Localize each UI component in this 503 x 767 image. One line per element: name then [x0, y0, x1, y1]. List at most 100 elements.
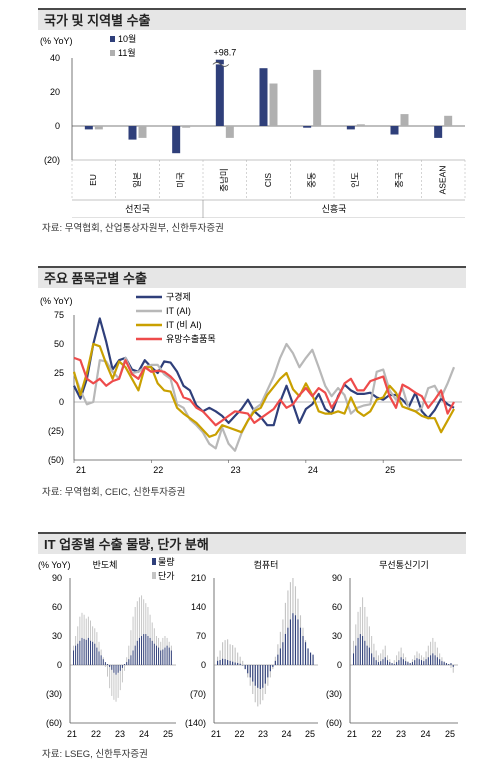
bar-물량 [448, 664, 450, 665]
legend-label: 물량 [158, 556, 175, 567]
y-tick-label: 0 [57, 660, 62, 670]
bar-물량 [407, 662, 409, 665]
bar-물량 [411, 662, 413, 665]
bar-물량 [421, 660, 423, 665]
y-tick-label: 30 [52, 631, 62, 641]
bar-11월 [182, 126, 191, 128]
category-label: 중동 [306, 172, 316, 188]
group-label: 선진국 [125, 204, 150, 214]
y-axis-label: (% YoY) [38, 560, 71, 570]
bar-물량 [418, 659, 420, 665]
bar-물량 [79, 640, 81, 665]
y-tick-label: 0 [201, 660, 206, 670]
bar-물량 [353, 653, 355, 665]
bar-10월 [434, 126, 443, 138]
subchart-title: 컴퓨터 [254, 559, 279, 570]
bar-물량 [368, 647, 370, 665]
x-tick-label: 23 [115, 729, 125, 739]
bar-단가 [219, 650, 221, 665]
bar-단가 [353, 640, 355, 665]
y-tick-label: (30) [326, 689, 342, 699]
legend-label: 11월 [118, 47, 136, 58]
bar-단가 [109, 665, 111, 689]
y-axis-label: (% YoY) [40, 296, 73, 306]
bar-물량 [396, 662, 398, 665]
bar-물량 [121, 665, 123, 668]
bar-10월 [346, 126, 355, 130]
bar-단가 [277, 644, 279, 665]
bar-10월 [172, 126, 181, 154]
legend-swatch [152, 572, 156, 579]
panel1-source: 자료: 무역협회, 산업통상자원부, 신한투자증권 [42, 223, 224, 234]
bar-물량 [302, 636, 304, 665]
bar-물량 [299, 627, 302, 665]
bar-단가 [382, 649, 384, 665]
bar-단가 [242, 660, 244, 665]
bar-물량 [294, 615, 297, 665]
bar-물량 [224, 659, 226, 665]
bar-단가 [113, 665, 115, 700]
panel2-title: 주요 품목군별 수출 [38, 266, 466, 288]
bar-단가 [452, 665, 454, 673]
legend-label: 단가 [158, 571, 175, 581]
bar-단가 [411, 659, 413, 665]
country-export-chart: (% YoY) 40 20 0 (20) EU 일본 미국 중남미 CIS 중동 인도 중국 ASEAN 선… [40, 33, 466, 218]
bar-단가 [279, 631, 281, 665]
bar-단가 [393, 660, 395, 665]
bar-물량 [259, 665, 261, 690]
bar-단가 [400, 647, 402, 665]
bar-물량 [219, 660, 221, 665]
bar-10월 [303, 126, 312, 128]
bar-물량 [373, 657, 375, 665]
bar-물량 [434, 655, 436, 665]
bar-물량 [109, 665, 111, 667]
bar-단가 [368, 626, 370, 665]
x-tick-label: 23 [231, 465, 241, 475]
subchart-title: 반도체 [93, 560, 118, 570]
bar-물량 [312, 654, 314, 665]
bar-물량 [134, 645, 136, 665]
bar-물량 [257, 665, 259, 688]
bar-물량 [391, 663, 393, 665]
bar-물량 [371, 653, 373, 665]
bar-물량 [136, 640, 138, 665]
bar-단가 [430, 641, 432, 665]
bar-물량 [96, 647, 98, 665]
bar-단가 [387, 655, 389, 665]
bar-물량 [249, 665, 251, 678]
y-tick-label: 75 [54, 310, 64, 320]
bar-단가 [224, 640, 226, 665]
bar-단가 [107, 665, 108, 677]
bar-물량 [375, 660, 377, 665]
legend-swatch [152, 558, 156, 565]
bar-물량 [409, 663, 411, 665]
bar-단가 [128, 645, 130, 665]
bar-물량 [441, 661, 443, 665]
bar-단가 [222, 642, 224, 665]
bar-물량 [405, 661, 407, 665]
axis-break-marker [212, 62, 230, 67]
bar-물량 [402, 659, 404, 665]
bar-물량 [102, 659, 104, 665]
bar-물량 [247, 665, 249, 674]
panel3-title: IT 업종별 수출 물량, 단가 분해 [38, 532, 466, 554]
bar-물량 [115, 665, 117, 675]
bar-물량 [239, 663, 241, 665]
bar-10월 [390, 126, 399, 135]
bar-물량 [423, 661, 425, 665]
bar-단가 [414, 655, 416, 665]
bar-10월 [215, 59, 224, 127]
y-tick-label: 210 [191, 573, 206, 583]
bar-물량 [427, 657, 429, 665]
bar-물량 [242, 665, 244, 666]
product-export-chart: (% YoY) 75 50 25 0 (25) (50) 21 22 23 24 25 구경제 IT (A… [40, 291, 462, 475]
y-tick-label: (60) [326, 718, 342, 728]
bar-물량 [267, 665, 269, 678]
bar-물량 [387, 660, 389, 665]
y-tick-label: 60 [52, 602, 62, 612]
category-label: 일본 [132, 172, 142, 188]
bar-물량 [277, 654, 279, 665]
bar-물량 [111, 665, 113, 670]
bar-물량 [452, 665, 454, 667]
